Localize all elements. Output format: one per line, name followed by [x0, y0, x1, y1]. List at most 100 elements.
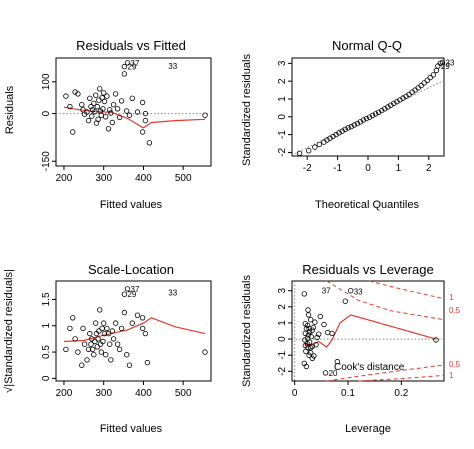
- data-point: [88, 103, 94, 110]
- data-point: [67, 103, 73, 110]
- y-axis-label: Residuals: [4, 85, 16, 134]
- data-point: [146, 140, 153, 146]
- y-axis: -150 0 100: [41, 73, 56, 171]
- data-point: [112, 91, 119, 97]
- smoother-path: [304, 314, 437, 348]
- data-point: [314, 334, 320, 341]
- data-point: [105, 330, 112, 337]
- data-point: [360, 117, 367, 123]
- data-point: [104, 93, 110, 99]
- cooks-distance-curve: [326, 280, 445, 321]
- cooks-level-label: 1: [449, 371, 454, 380]
- data-point: [202, 112, 208, 118]
- point-label: 37: [131, 285, 140, 294]
- data-point: [67, 325, 73, 332]
- data-point: [69, 129, 76, 135]
- y-axis: 0 0.5 1 1.5: [41, 292, 56, 381]
- x-tick-label: 1: [396, 163, 402, 174]
- data-point: [84, 109, 90, 115]
- data-point: [89, 113, 95, 119]
- y-tick-label: 0: [41, 375, 52, 381]
- data-point: [388, 102, 394, 108]
- data-point: [105, 126, 112, 132]
- data-point: [101, 330, 108, 337]
- plot-frame: [291, 57, 445, 157]
- data-point: [89, 346, 96, 353]
- panel-residuals-vs-leverage: Residuals vs Leverage -2 -1 0 1 2 3 0 0.1 0.2 L…: [241, 262, 461, 435]
- data-point: [427, 74, 433, 81]
- panel-scale-location: Scale-Location 0 0.5 1 1.5 200 300 400 500 Fit…: [3, 262, 212, 435]
- data-point: [435, 63, 441, 69]
- y-axis-label: Standardized residuals: [241, 54, 253, 166]
- data-point: [321, 321, 327, 328]
- data-point: [305, 307, 311, 313]
- data-point: [102, 352, 109, 358]
- data-point: [144, 359, 151, 366]
- x-axis: -2 -1 0 1 2: [303, 156, 432, 174]
- smoother-path: [63, 317, 206, 343]
- data-point: [94, 103, 100, 110]
- data-point: [345, 125, 351, 131]
- data-point: [96, 307, 103, 313]
- y-tick-label: -2: [277, 148, 288, 157]
- data-point: [92, 108, 98, 115]
- cooks-distance-contours: 1 0.5 0.5 1: [294, 280, 461, 382]
- data-point: [80, 325, 86, 332]
- data-point: [312, 319, 318, 325]
- data-point: [439, 59, 446, 66]
- y-tick-label: 1: [277, 96, 288, 102]
- data-point: [400, 95, 406, 101]
- y-tick-label: 3: [277, 60, 288, 66]
- data-point: [334, 358, 340, 365]
- data-point: [123, 108, 130, 114]
- x-tick-label: 300: [95, 388, 112, 399]
- data-points: [63, 286, 208, 368]
- smoother-line: [304, 314, 437, 348]
- point-label: 33: [168, 62, 177, 71]
- data-point: [296, 150, 303, 156]
- y-tick-label: -150: [41, 151, 52, 171]
- data-point: [304, 322, 311, 329]
- data-point: [100, 90, 107, 96]
- data-point: [327, 135, 333, 141]
- data-point: [72, 336, 78, 342]
- data-point: [322, 370, 329, 376]
- data-point: [348, 123, 354, 130]
- point-label: 29: [127, 63, 136, 72]
- data-point: [363, 115, 370, 122]
- qq-reference-line: [291, 79, 445, 156]
- x-tick-label: -1: [333, 163, 342, 174]
- cooks-distance-curve: [358, 374, 445, 382]
- data-point: [142, 117, 149, 124]
- y-tick-label: 2: [277, 78, 288, 84]
- data-point: [424, 77, 430, 83]
- data-point: [92, 338, 98, 345]
- data-point: [325, 329, 331, 336]
- data-point: [75, 349, 81, 355]
- data-point: [333, 131, 339, 138]
- x-tick-label: 200: [56, 173, 73, 184]
- data-point: [308, 350, 314, 356]
- data-point: [305, 332, 312, 338]
- y-tick-label: 0: [277, 114, 288, 120]
- data-point: [142, 330, 149, 337]
- data-point: [102, 114, 109, 120]
- data-point: [354, 120, 361, 127]
- data-point: [101, 98, 108, 105]
- data-points: [296, 59, 446, 156]
- point-labels: 37 33 20: [322, 287, 363, 378]
- y-tick-label: 0: [277, 336, 288, 342]
- data-point: [351, 122, 357, 128]
- data-point: [379, 107, 385, 114]
- panel-normal-qq: Normal Q-Q -2 -1 0 1 2 3 -2 -1 0 1 2 Theoretical …: [241, 38, 455, 211]
- data-point: [99, 94, 105, 101]
- data-point: [108, 357, 114, 363]
- point-label: 29: [127, 290, 136, 299]
- data-point: [302, 330, 308, 337]
- x-axis: 200 300 400 500: [56, 166, 192, 184]
- data-point: [112, 320, 119, 326]
- data-point: [106, 107, 113, 113]
- y-axis-label: Standardized residuals: [241, 275, 253, 387]
- cooks-level-label: 0.5: [449, 306, 461, 315]
